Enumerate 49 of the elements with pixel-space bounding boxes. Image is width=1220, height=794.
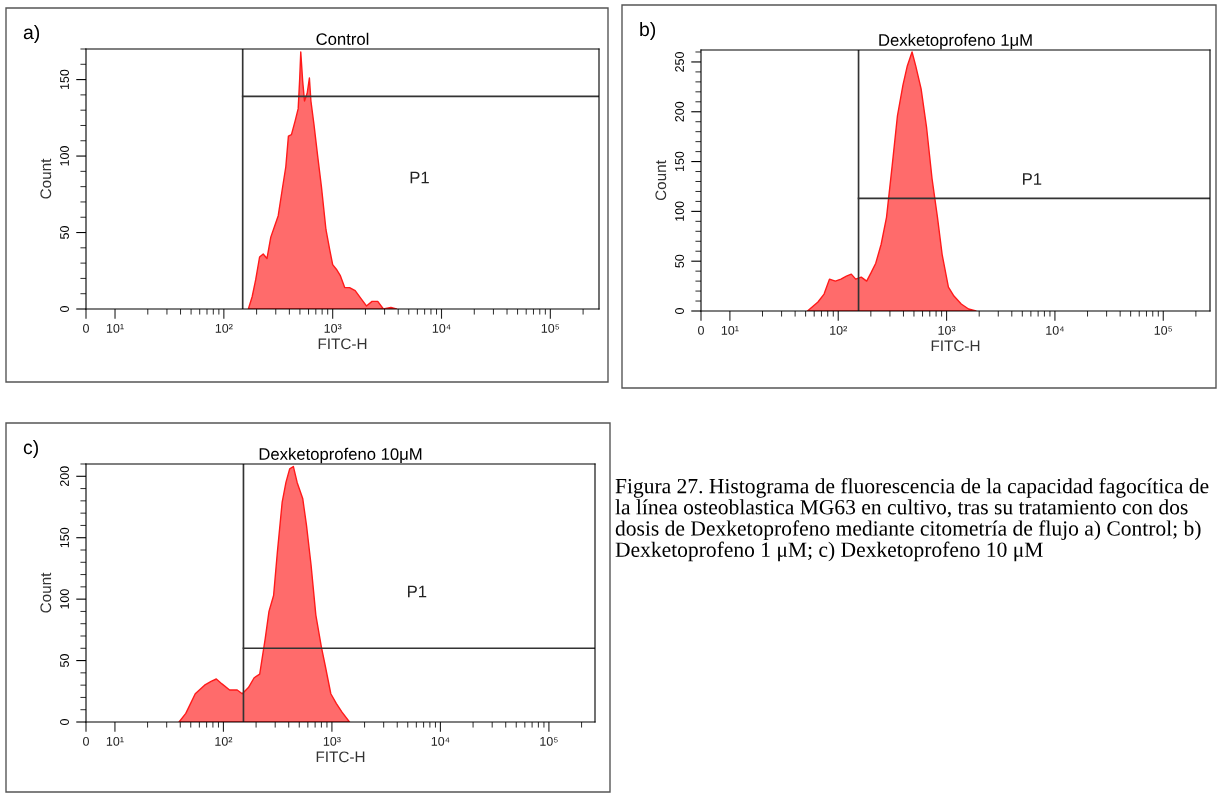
x-tick-label: 0 bbox=[698, 325, 704, 335]
y-tick-label: 0 bbox=[60, 306, 69, 312]
x-tick-label: 10⁴ bbox=[1046, 325, 1064, 335]
chart-title: Control bbox=[316, 32, 369, 45]
text: Figura 27. Histograma de fluorescencia de la capacidad fagocítica de la línea osteoblastica MG63 en cultivo, tras su tratamiento con dos dosis de Dexketoprofeno mediante citometría de flujo a) Control; b) Dexketoprofeno 1 μM; c) Dexketoprofeno 10 μM bbox=[615, 478, 1209, 562]
annotation: P1 bbox=[408, 585, 427, 598]
x-tick-label: 10² bbox=[215, 323, 233, 333]
y-tick-label: 150 bbox=[60, 527, 69, 548]
x-tick-label: 10¹ bbox=[721, 325, 739, 335]
annotation: P1 bbox=[410, 171, 429, 184]
y-tick-label: 200 bbox=[60, 466, 69, 487]
text: b) bbox=[640, 21, 656, 41]
annotation: P1 bbox=[1023, 173, 1042, 185]
x-tick-label: 0 bbox=[83, 323, 89, 333]
x-tick-label: 10⁵ bbox=[1154, 325, 1173, 335]
x-tick-label: 10⁴ bbox=[432, 323, 451, 333]
x-tick-label: 10¹ bbox=[106, 736, 124, 746]
x-tick-label: 10¹ bbox=[106, 323, 124, 333]
x-tick-label: 10³ bbox=[323, 736, 341, 746]
chart-title: Dexketoprofeno 10μM bbox=[259, 447, 422, 464]
x-tick-label: 10⁵ bbox=[541, 323, 560, 333]
y-tick-label: 50 bbox=[60, 654, 69, 668]
y-tick-label: 100 bbox=[675, 201, 684, 221]
x-axis-title: FITC-H bbox=[931, 340, 980, 352]
chart-title: Dexketoprofeno 1μM bbox=[879, 33, 1032, 50]
y-tick-label: 200 bbox=[675, 101, 684, 122]
text: c) bbox=[23, 439, 38, 459]
y-axis-title: Count bbox=[40, 572, 52, 613]
y-axis-title: Count bbox=[655, 160, 667, 201]
x-tick-label: 10⁵ bbox=[540, 736, 558, 746]
x-tick-label: 10³ bbox=[324, 323, 342, 333]
y-tick-label: 150 bbox=[675, 151, 684, 172]
x-axis-title: FITC-H bbox=[318, 338, 367, 350]
y-tick-label: 250 bbox=[675, 52, 684, 72]
y-tick-label: 150 bbox=[60, 69, 69, 90]
y-tick-label: 0 bbox=[60, 719, 69, 725]
x-tick-label: 10³ bbox=[938, 325, 956, 335]
y-tick-label: 100 bbox=[60, 146, 69, 166]
y-tick-label: 0 bbox=[675, 308, 684, 314]
y-axis-title: Count bbox=[40, 158, 52, 199]
x-tick-label: 10² bbox=[830, 325, 848, 335]
text: a) bbox=[23, 24, 40, 44]
y-tick-label: 100 bbox=[60, 589, 69, 609]
y-tick-label: 50 bbox=[60, 226, 69, 239]
x-tick-label: 10⁴ bbox=[431, 736, 450, 746]
x-tick-label: 0 bbox=[83, 736, 89, 746]
y-tick-label: 50 bbox=[675, 254, 684, 268]
x-axis-title: FITC-H bbox=[316, 751, 365, 763]
x-tick-label: 10² bbox=[215, 736, 233, 746]
